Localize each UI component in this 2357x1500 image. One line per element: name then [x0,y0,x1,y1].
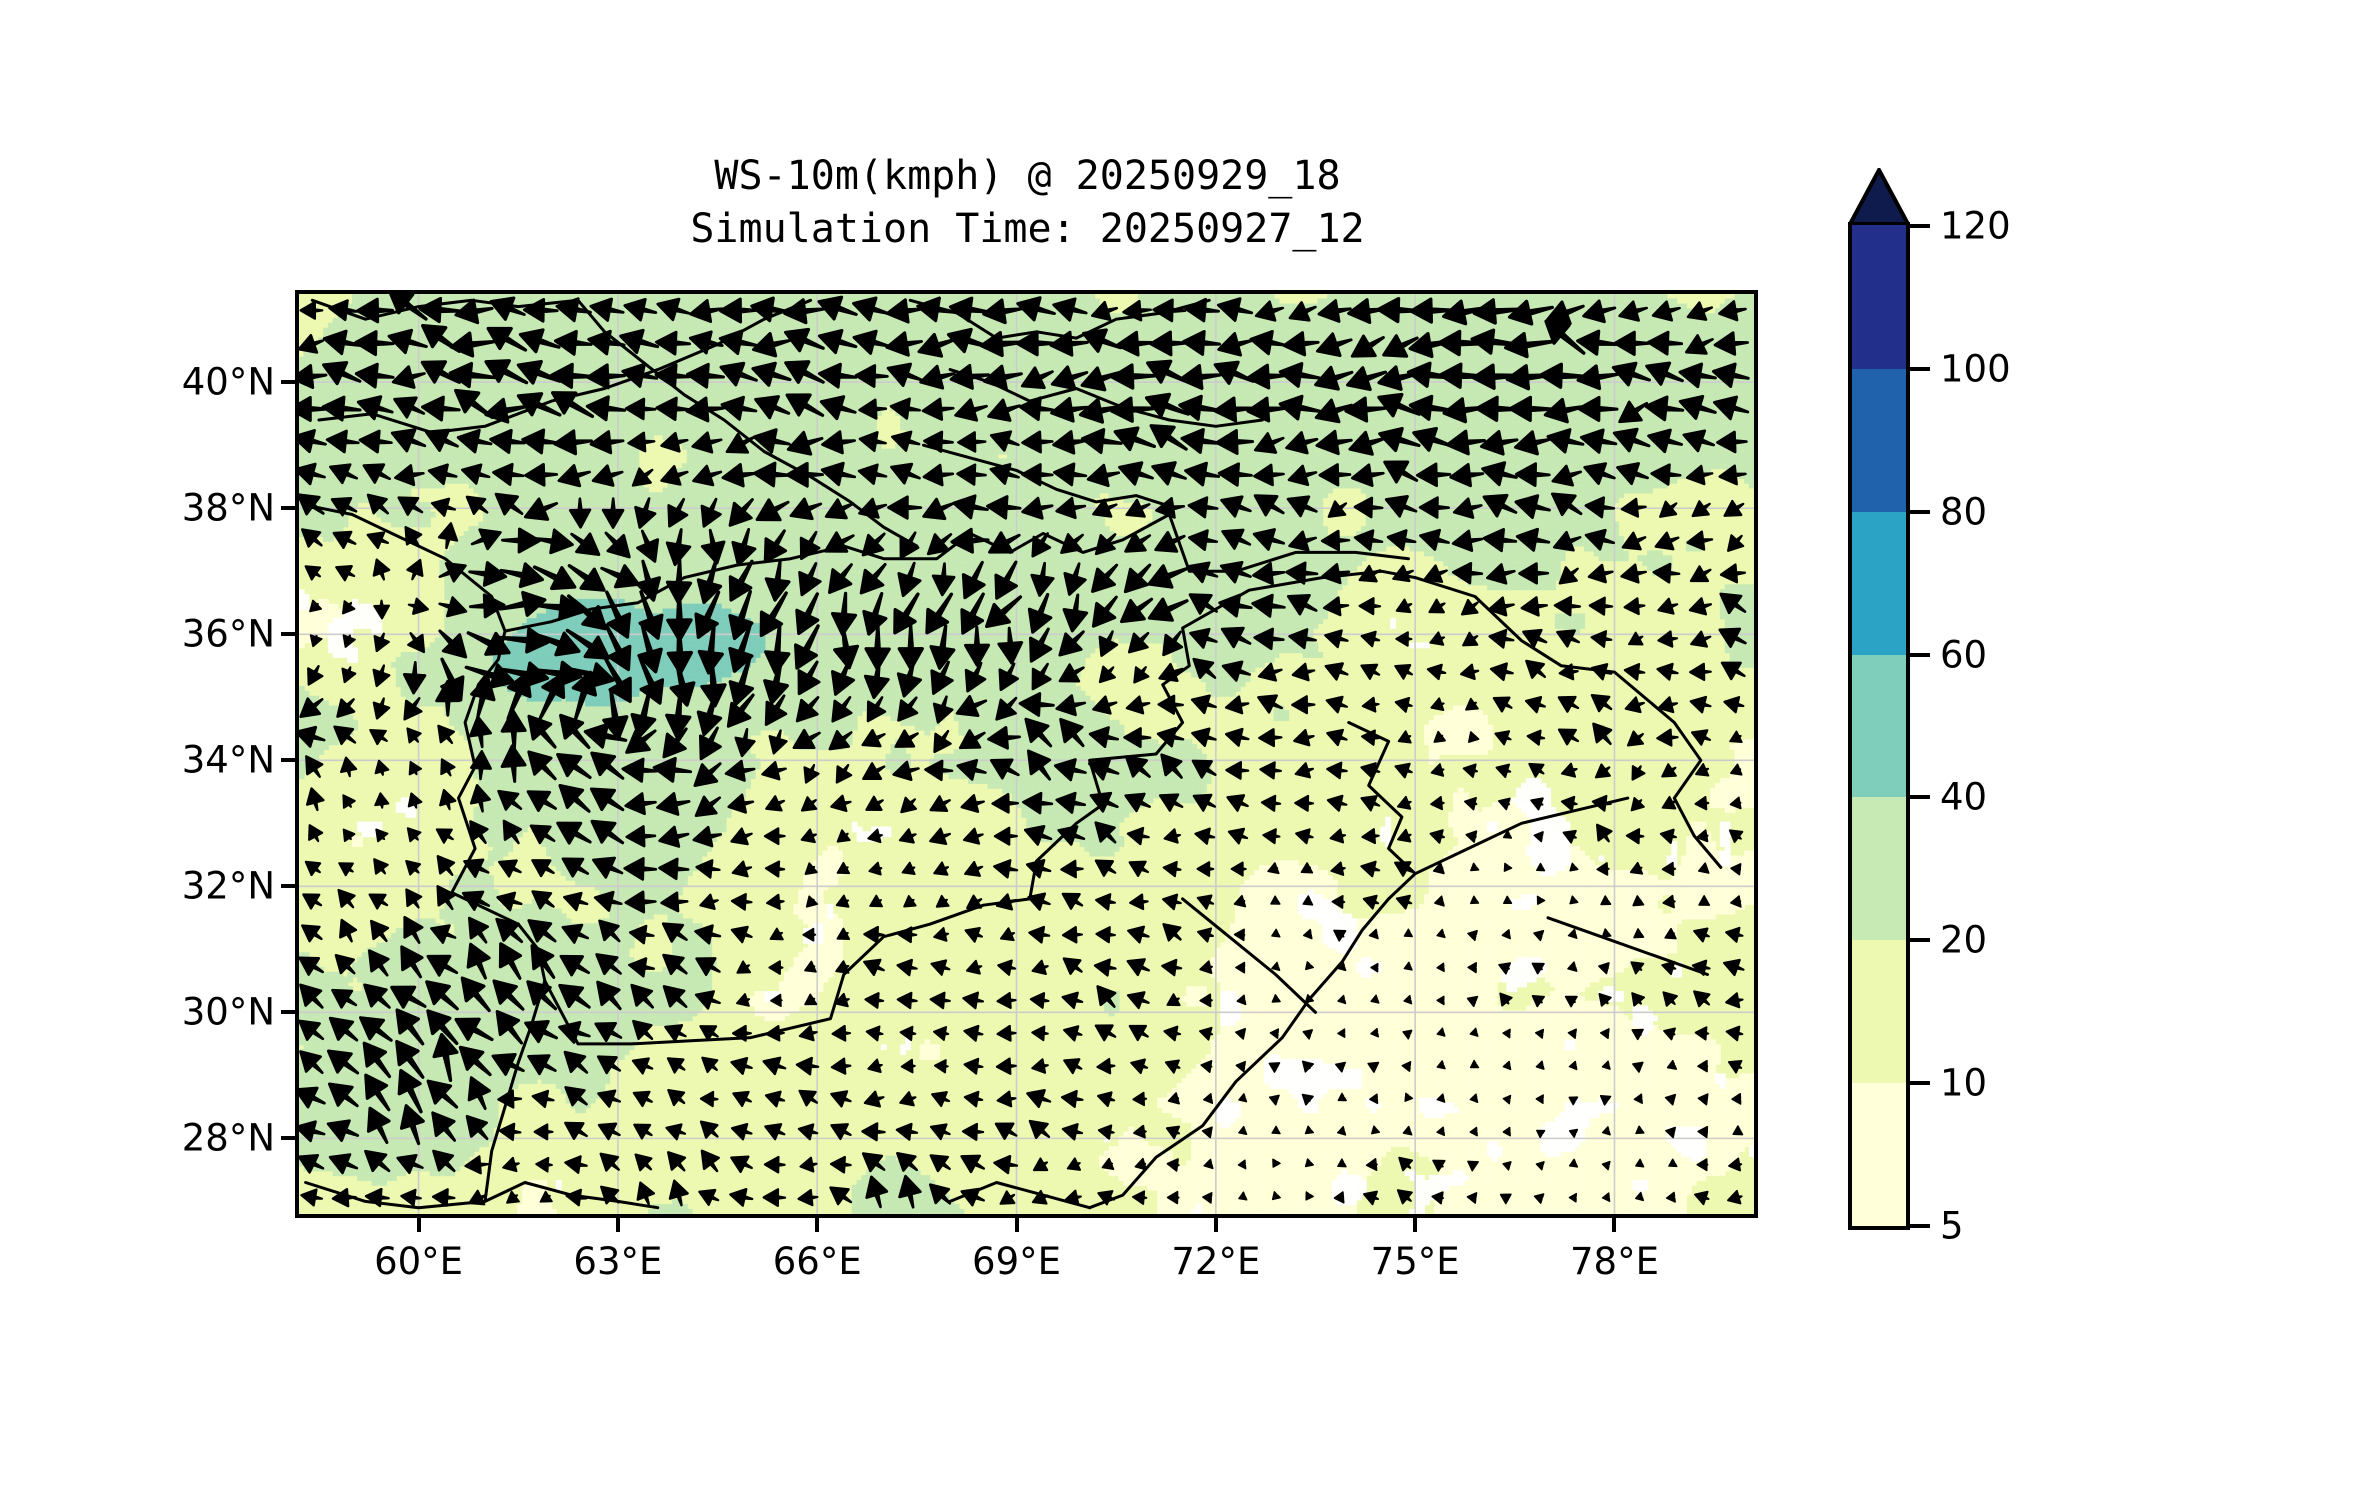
colorbar-segment [1852,368,1906,512]
y-tick-label: 32°N [181,864,275,908]
colorbar-tick-label: 5 [1940,1204,1964,1248]
title-line-2: Simulation Time: 20250927_12 [690,205,1365,252]
colorbar-segment [1852,939,1906,1084]
y-tick-mark [281,632,295,637]
x-tick-label: 78°E [1569,1240,1659,1283]
y-tick-label: 34°N [181,738,275,782]
colorbar-segment [1852,511,1906,655]
colorbar-tick-label: 80 [1940,490,1988,534]
x-tick-label: 75°E [1370,1240,1460,1283]
colorbar-segment [1852,796,1906,941]
colorbar-tick-mark [1910,652,1930,657]
y-tick-mark [281,1136,295,1141]
map-plot-area[interactable] [295,290,1758,1218]
colorbar-tick-label: 40 [1940,775,1988,819]
x-tick-mark [615,1218,620,1232]
y-tick-label: 36°N [181,612,275,656]
colorbar-tick-mark [1910,795,1930,800]
y-tick-label: 38°N [181,486,275,530]
colorbar-tick-label: 60 [1940,633,1988,677]
colorbar-tick-label: 20 [1940,918,1988,962]
x-tick-label: 69°E [972,1240,1062,1283]
colorbar-gradient [1848,222,1910,1230]
x-tick-label: 66°E [772,1240,862,1283]
x-tick-label: 60°E [374,1240,464,1283]
x-tick-mark [1213,1218,1218,1232]
colorbar-tick-mark [1910,938,1930,943]
x-tick-label: 72°E [1171,1240,1261,1283]
x-tick-mark [416,1218,421,1232]
y-tick-mark [281,506,295,511]
x-tick-mark [815,1218,820,1232]
colorbar-tick-label: 100 [1940,347,2011,391]
colorbar-tick-mark [1910,366,1930,371]
colorbar-segment [1852,1082,1906,1226]
chart-title: WS-10m(kmph) @ 20250929_18 Simulation Ti… [295,150,1760,256]
colorbar-tick-label: 10 [1940,1061,1988,1105]
colorbar-tick-mark [1910,1081,1930,1086]
colorbar[interactable]: 5 10 20 40 60 80 100 120 [1848,168,2011,1248]
wind-speed-map [299,294,1754,1214]
y-tick-label: 40°N [181,360,275,404]
y-tick-mark [281,380,295,385]
x-tick-mark [1612,1218,1617,1232]
x-tick-mark [1014,1218,1019,1232]
colorbar-segment [1852,225,1906,369]
colorbar-tick-mark [1910,224,1930,228]
colorbar-extend-arrow [1848,168,1910,226]
y-tick-mark [281,758,295,763]
colorbar-segment [1852,653,1906,798]
x-tick-label: 63°E [573,1240,663,1283]
y-tick-mark [281,884,295,889]
colorbar-tick-mark [1910,1224,1930,1228]
y-tick-label: 30°N [181,990,275,1034]
y-tick-mark [281,1010,295,1015]
colorbar-tick-mark [1910,509,1930,514]
x-tick-mark [1413,1218,1418,1232]
colorbar-tick-label: 120 [1940,204,2011,248]
title-line-1: WS-10m(kmph) @ 20250929_18 [714,153,1341,199]
y-tick-label: 28°N [181,1116,275,1160]
